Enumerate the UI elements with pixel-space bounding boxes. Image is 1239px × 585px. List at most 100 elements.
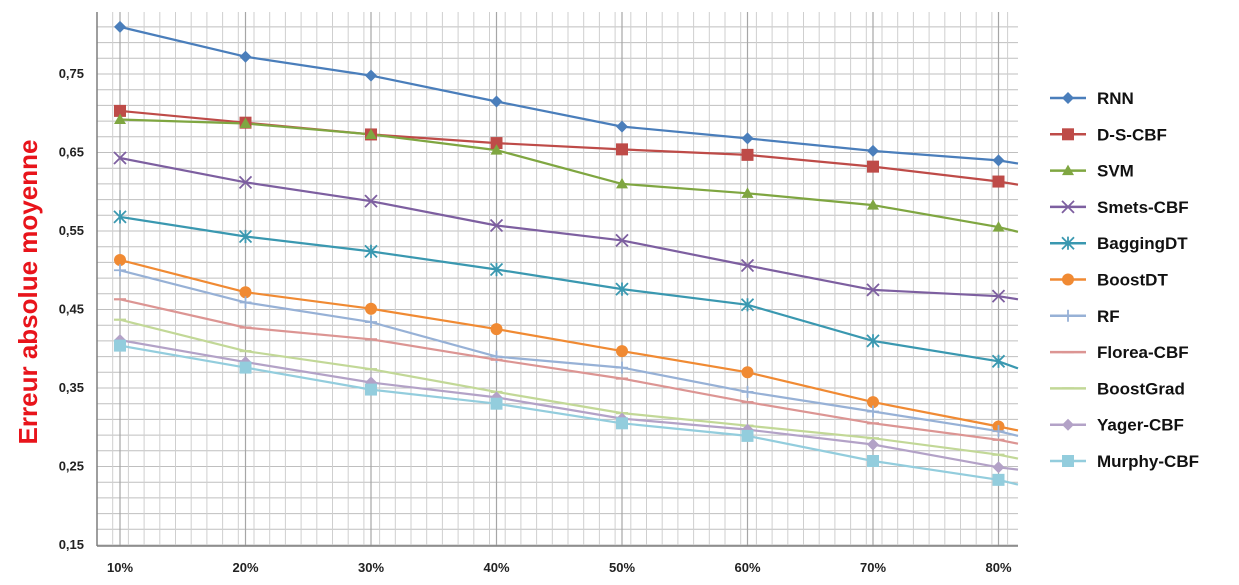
y-tick-label: 0,55 <box>59 223 84 238</box>
marker-triangle <box>114 113 126 125</box>
marker-diamond <box>867 144 879 157</box>
y-tick-label: 0,25 <box>59 459 84 474</box>
marker-circle <box>490 323 503 336</box>
legend-label: RNN <box>1097 89 1134 108</box>
marker-diamond <box>867 438 879 451</box>
series-line-murphy-cbf <box>119 344 1019 486</box>
marker-plus <box>239 296 252 309</box>
marker-circle <box>867 396 879 409</box>
marker-triangle <box>365 128 377 139</box>
marker-plus <box>992 425 1005 438</box>
marker-circle <box>365 302 377 315</box>
marker-diamond <box>114 20 126 33</box>
legend-label: Smets-CBF <box>1097 198 1189 217</box>
marker-diamond <box>365 69 377 82</box>
series-markers <box>113 20 1006 486</box>
y-tick-label: 0,75 <box>59 66 84 81</box>
axes: 0,15 0,25 0,35 0,45 0,55 0,65 0,75 10% 20% 30% 40%… <box>59 12 1018 575</box>
marker-star <box>364 244 378 259</box>
series-lines <box>119 25 1019 486</box>
marker-square <box>490 397 503 410</box>
marker-triangle <box>490 144 503 155</box>
legend-label: Yager-CBF <box>1097 416 1184 435</box>
marker-x <box>364 194 378 208</box>
marker-diamond <box>490 95 503 108</box>
marker-diamond <box>741 132 754 145</box>
legend: RNN D-S-CBF SVM Smets-CBF BaggingDT BoostDT RF… <box>1050 89 1199 471</box>
marker-triangle <box>1062 164 1074 176</box>
marker-square <box>741 148 754 161</box>
marker-circle <box>1062 273 1074 286</box>
marker-square <box>365 383 377 396</box>
legend-label: BoostDT <box>1097 271 1168 290</box>
marker-x <box>740 258 755 273</box>
legend-label: Murphy-CBF <box>1097 452 1199 471</box>
marker-square <box>867 160 879 173</box>
marker-plus <box>114 264 126 277</box>
legend-label: BoostGrad <box>1097 379 1185 398</box>
marker-plus <box>616 361 628 374</box>
marker-star <box>615 282 629 296</box>
marker-star <box>113 210 127 224</box>
y-tick-label: 0,45 <box>59 302 84 317</box>
marker-diamond <box>992 461 1005 474</box>
marker-diamond <box>992 154 1005 167</box>
series-line-d-s-cbf <box>119 109 1019 186</box>
marker-x <box>489 218 504 233</box>
x-tick-label: 40% <box>483 560 509 575</box>
marker-plus <box>867 405 879 418</box>
marker-diamond <box>1062 92 1074 104</box>
legend-label: BaggingDT <box>1097 234 1188 253</box>
legend-label: RF <box>1097 307 1120 326</box>
marker-plus <box>741 385 754 398</box>
marker-square <box>490 137 503 150</box>
marker-diamond <box>616 120 628 133</box>
marker-x <box>615 233 629 248</box>
marker-square <box>741 429 754 442</box>
legend-label: SVM <box>1097 162 1134 181</box>
marker-triangle <box>992 221 1005 232</box>
legend-label: D-S-CBF <box>1097 125 1167 144</box>
marker-x <box>866 283 880 297</box>
marker-square <box>992 473 1005 486</box>
marker-circle <box>741 366 754 379</box>
y-tick-label: 0,15 <box>59 537 84 552</box>
y-tick-label: 0,35 <box>59 380 84 395</box>
marker-triangle <box>239 117 252 128</box>
y-tick-label: 0,65 <box>59 145 84 160</box>
marker-square <box>1062 128 1074 141</box>
marker-plus <box>1062 309 1074 322</box>
marker-circle <box>239 286 252 299</box>
marker-square <box>1062 455 1074 467</box>
marker-square <box>114 104 126 117</box>
marker-square <box>616 143 628 156</box>
series-line-rnn <box>119 25 1019 165</box>
x-tick-label: 70% <box>860 560 886 575</box>
x-tick-label: 80% <box>985 560 1011 575</box>
x-tick-label: 10% <box>107 560 133 575</box>
marker-square <box>992 175 1005 188</box>
marker-circle <box>616 345 628 358</box>
marker-star <box>238 229 253 244</box>
marker-square <box>114 339 126 352</box>
marker-x <box>238 175 253 189</box>
marker-square <box>616 417 628 430</box>
marker-triangle <box>616 177 628 189</box>
x-tick-label: 20% <box>232 560 258 575</box>
marker-square <box>239 361 252 374</box>
marker-star <box>991 354 1006 368</box>
marker-x <box>1061 200 1075 214</box>
marker-triangle <box>867 199 879 210</box>
marker-star <box>1061 236 1075 250</box>
marker-star <box>740 298 755 312</box>
marker-x <box>991 289 1006 303</box>
marker-diamond <box>1062 418 1074 431</box>
marker-star <box>866 334 880 348</box>
marker-plus <box>365 316 377 329</box>
y-axis-label: Erreur absolue moyenne <box>13 140 43 445</box>
x-tick-label: 60% <box>734 560 760 575</box>
x-tick-label: 30% <box>358 560 384 575</box>
marker-circle <box>114 254 126 267</box>
